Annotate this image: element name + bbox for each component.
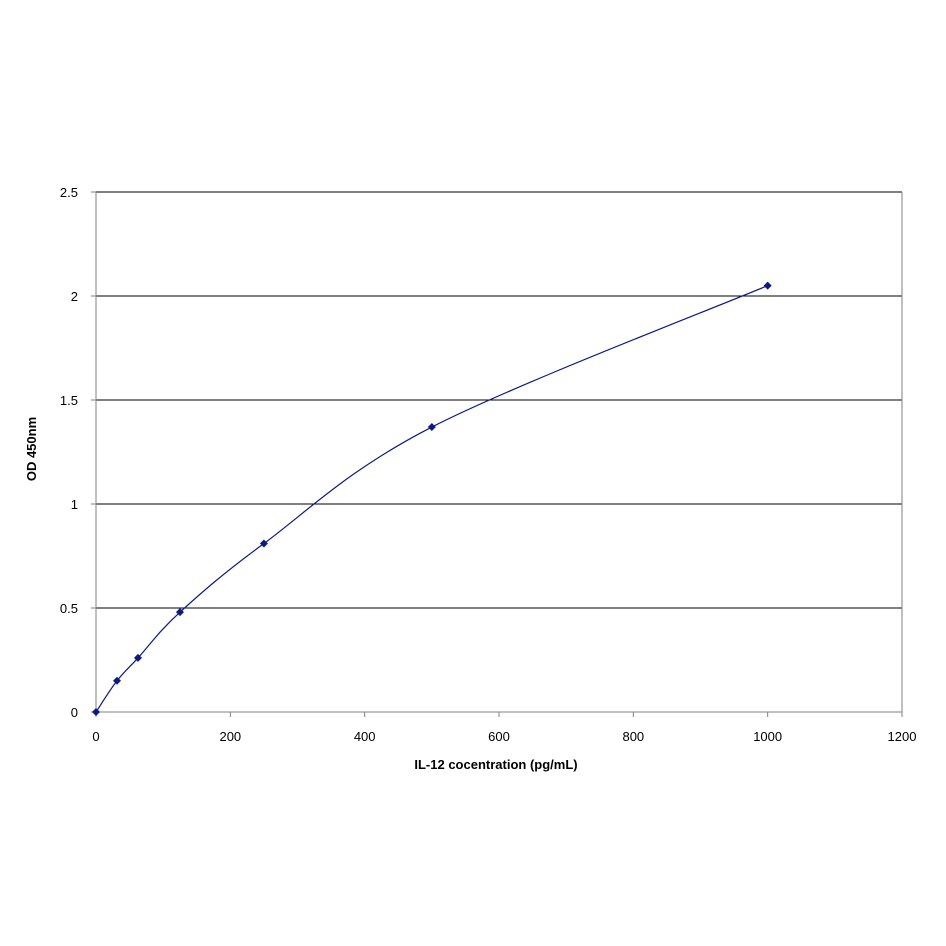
y-tick-label: 2.5 [60, 185, 78, 200]
x-tick-label: 1000 [753, 729, 782, 744]
y-tick-label: 1.5 [60, 393, 78, 408]
data-point [92, 708, 100, 716]
series-line [95, 285, 768, 713]
series [92, 281, 772, 716]
data-point [133, 653, 142, 662]
data-point [112, 676, 121, 685]
x-axis-title: IL-12 cocentration (pg/mL) [414, 757, 577, 772]
x-tick-label: 200 [219, 729, 241, 744]
y-tick-label: 2 [71, 289, 78, 304]
x-tick-label: 800 [622, 729, 644, 744]
y-tick-label: 0 [71, 705, 78, 720]
data-point [259, 539, 268, 548]
y-tick-label: 0.5 [60, 601, 78, 616]
data-point [427, 423, 436, 432]
x-tick-label: 400 [354, 729, 376, 744]
data-point [763, 281, 772, 290]
x-tick-label: 1200 [888, 729, 917, 744]
y-axis-title: OD 450nm [24, 417, 39, 481]
tick-labels: 0 0.5 1 1.5 2 2.5 0 200 400 600 800 1000 1200 [60, 185, 917, 744]
data-point [175, 608, 184, 617]
x-tick-label: 600 [488, 729, 510, 744]
gridlines [96, 191, 902, 609]
y-tick-label: 1 [71, 497, 78, 512]
x-tick-label: 0 [92, 729, 99, 744]
axes [91, 191, 903, 717]
